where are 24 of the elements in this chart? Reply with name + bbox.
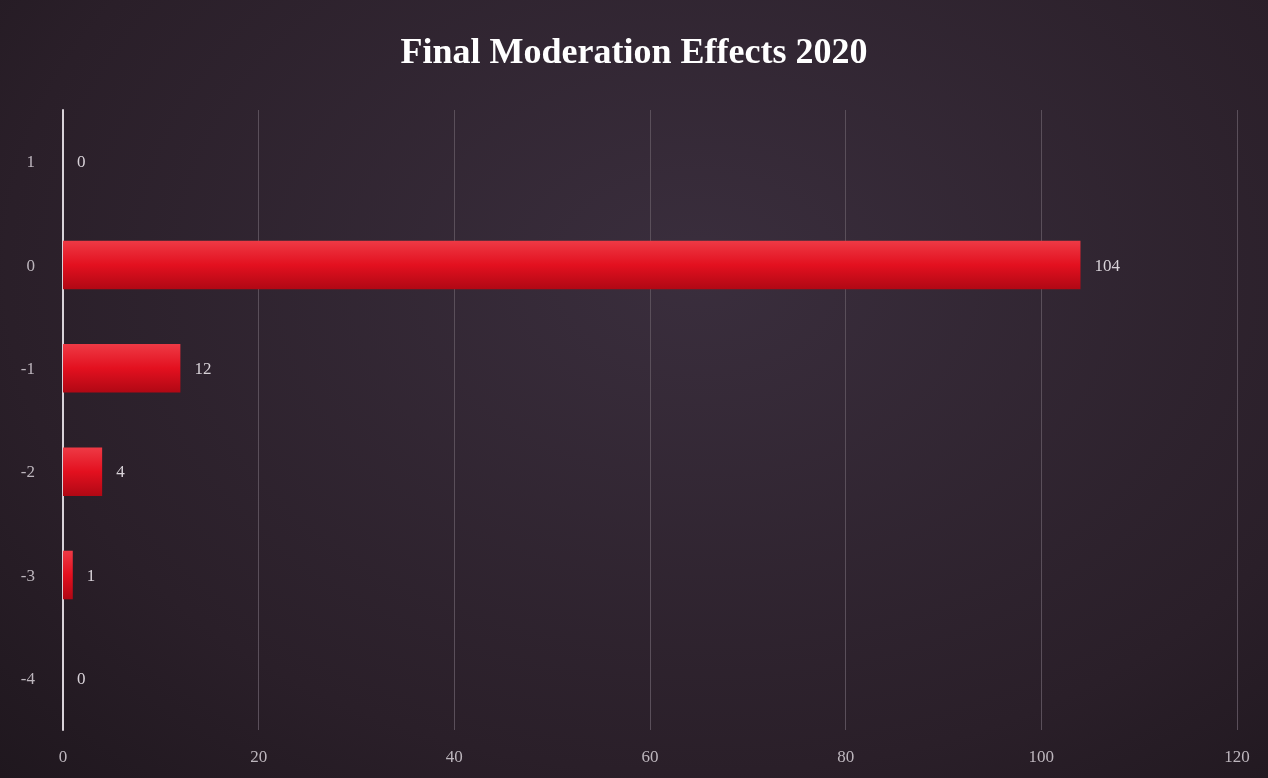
y-tick-label: -3 [20, 565, 35, 585]
data-label: 0 [77, 668, 86, 688]
x-tick-label: 0 [58, 747, 68, 766]
data-label: 12 [194, 358, 212, 378]
bar [63, 240, 1081, 290]
x-tick-label: 40 [445, 747, 463, 766]
x-tick-label: 20 [250, 747, 268, 766]
chart-title: Final Moderation Effects 2020 [400, 31, 868, 71]
x-tick-label: 100 [1028, 747, 1055, 766]
data-label: 0 [77, 152, 86, 172]
x-tick-label: 120 [1224, 747, 1250, 766]
bar [63, 447, 103, 496]
y-tick-label: 0 [26, 255, 35, 275]
data-label: 1 [86, 565, 96, 585]
y-tick-label: -2 [20, 462, 35, 482]
bar [63, 550, 73, 600]
y-tick-label: 1 [26, 152, 35, 172]
y-tick-label: -1 [20, 358, 35, 378]
x-tick-label: 80 [837, 747, 855, 766]
x-tick-label: 60 [641, 747, 659, 766]
bar [63, 344, 181, 393]
data-label: 104 [1094, 255, 1121, 275]
y-tick-label: -4 [20, 668, 36, 688]
data-label: 4 [116, 462, 126, 482]
